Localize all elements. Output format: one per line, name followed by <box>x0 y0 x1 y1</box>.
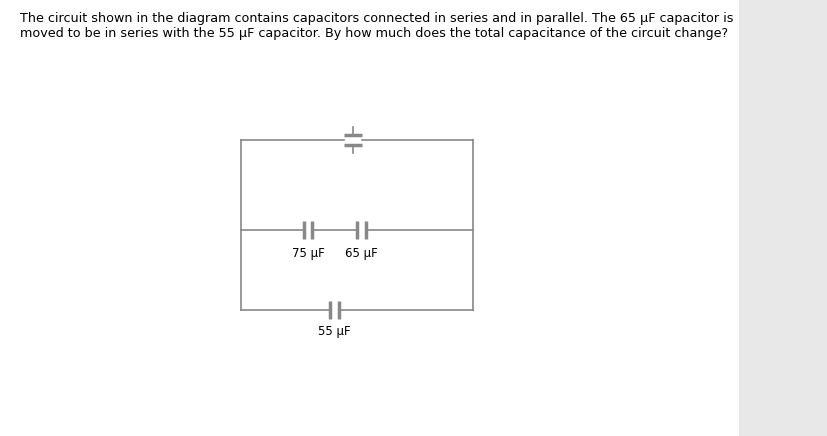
Text: The circuit shown in the diagram contains capacitors connected in series and in : The circuit shown in the diagram contain… <box>20 12 732 40</box>
Text: 55 μF: 55 μF <box>318 325 351 338</box>
Text: 75 μF: 75 μF <box>291 247 324 260</box>
Text: 65 μF: 65 μF <box>345 247 377 260</box>
